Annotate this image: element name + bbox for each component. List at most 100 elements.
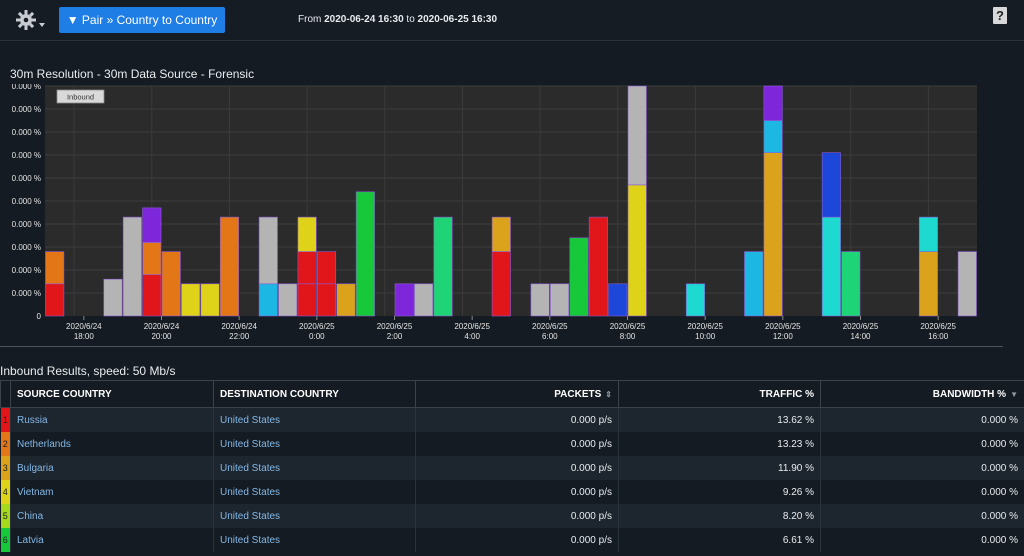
source-country-cell: Netherlands: [10, 432, 214, 456]
bar-segment[interactable]: [219, 216, 239, 317]
traffic-header[interactable]: TRAFFIC %: [618, 380, 821, 408]
bar-segment[interactable]: [763, 85, 783, 121]
packets-cell: 0.000 p/s: [415, 432, 619, 456]
bar-segment[interactable]: [297, 283, 317, 317]
table-row[interactable]: 5 China United States 0.000 p/s 8.20 % 0.000 …: [0, 504, 1024, 528]
gear-icon[interactable]: [14, 9, 46, 31]
bar-segment[interactable]: [336, 283, 356, 317]
bandwidth-cell: 0.000 %: [820, 456, 1024, 480]
bar-segment[interactable]: [142, 242, 162, 275]
bar-segment[interactable]: [763, 152, 783, 317]
destination-country-cell: United States: [213, 504, 416, 528]
bar-segment[interactable]: [317, 251, 337, 285]
x-tick-time: 12:00: [773, 332, 794, 341]
pair-dropdown-button[interactable]: ▼ Pair » Country to Country: [59, 7, 225, 33]
y-tick-label: 0.000 %: [12, 128, 41, 137]
bar-segment[interactable]: [297, 216, 317, 252]
table-row[interactable]: 3 Bulgaria United States 0.000 p/s 11.90 % 0.…: [0, 456, 1024, 480]
source-country-link[interactable]: Bulgaria: [17, 462, 54, 474]
bar-segment[interactable]: [433, 216, 453, 317]
bar-segment[interactable]: [394, 283, 414, 317]
bar-segment[interactable]: [103, 278, 123, 317]
bar-segment[interactable]: [122, 216, 142, 317]
table-row[interactable]: 4 Vietnam United States 0.000 p/s 9.26 % 0.00…: [0, 480, 1024, 504]
bar-segment[interactable]: [588, 216, 608, 317]
bandwidth-header[interactable]: BANDWIDTH % ▼: [820, 380, 1024, 408]
bar-segment[interactable]: [763, 120, 783, 154]
bar-segment[interactable]: [297, 251, 317, 285]
traffic-cell: 13.62 %: [618, 407, 821, 432]
traffic-chart: 0 0.000 % 0.000 % 0.000 % 0.000 % 0.000 % 0.00…: [12, 84, 977, 341]
legend[interactable]: Inbound: [56, 89, 105, 104]
rank-swatch: 6: [0, 528, 11, 552]
table-row[interactable]: 1 Russia United States 0.000 p/s 13.62 % 0.00…: [0, 407, 1024, 432]
bar-segment[interactable]: [491, 251, 511, 317]
table-row[interactable]: 6 Latvia United States 0.000 p/s 6.61 % 0.000…: [0, 528, 1024, 552]
source-country-link[interactable]: Netherlands: [17, 438, 71, 450]
bar-segment[interactable]: [45, 251, 65, 285]
x-tick-date: 2020/6/25: [299, 322, 335, 331]
bar-segment[interactable]: [821, 152, 841, 218]
x-tick-date: 2020/6/25: [765, 322, 801, 331]
destination-country-link[interactable]: United States: [220, 462, 281, 474]
bar-segment[interactable]: [627, 85, 647, 186]
bar-segment[interactable]: [258, 283, 278, 317]
grid: [45, 85, 977, 316]
x-tick-date: 2020/6/25: [532, 322, 568, 331]
x-tick-time: 2:00: [387, 332, 403, 341]
bar-segment[interactable]: [569, 237, 589, 317]
x-tick-time: 8:00: [620, 332, 636, 341]
destination-country-link[interactable]: United States: [220, 438, 281, 450]
bar-segment[interactable]: [821, 216, 841, 317]
table-row[interactable]: 2 Netherlands United States 0.000 p/s 13.23 …: [0, 432, 1024, 456]
bar-segment[interactable]: [918, 251, 938, 317]
sort-both-icon: ⇕: [605, 389, 612, 399]
bar-segment[interactable]: [530, 283, 550, 317]
bar-segment[interactable]: [550, 283, 570, 317]
bar-segment[interactable]: [317, 283, 337, 317]
destination-country-link[interactable]: United States: [220, 486, 281, 498]
packets-header[interactable]: PACKETS ⇕: [415, 380, 619, 408]
bar-segment[interactable]: [142, 207, 162, 243]
bar-segment[interactable]: [200, 283, 220, 317]
bar-segment[interactable]: [918, 216, 938, 252]
bar-segment[interactable]: [491, 216, 511, 252]
bar-segment[interactable]: [957, 251, 977, 317]
x-tick-date: 2020/6/25: [454, 322, 490, 331]
bar-segment[interactable]: [627, 184, 647, 317]
destination-country-link[interactable]: United States: [220, 534, 281, 546]
destination-country-link[interactable]: United States: [220, 510, 281, 522]
help-icon[interactable]: ?: [993, 7, 1007, 24]
x-tick-time: 4:00: [464, 332, 480, 341]
bar-segment[interactable]: [841, 251, 861, 317]
x-tick-time: 10:00: [695, 332, 716, 341]
x-tick-date: 2020/6/25: [920, 322, 956, 331]
bar-segment[interactable]: [278, 283, 298, 317]
bar-segment[interactable]: [608, 283, 628, 317]
bar-segment[interactable]: [258, 216, 278, 285]
y-tick-label: 0: [37, 312, 42, 321]
packets-cell: 0.000 p/s: [415, 456, 619, 480]
source-country-link[interactable]: China: [17, 510, 44, 522]
source-country-cell: Vietnam: [10, 480, 214, 504]
bar-segment[interactable]: [355, 191, 375, 317]
destination-country-header[interactable]: DESTINATION COUNTRY: [213, 380, 416, 408]
packets-cell: 0.000 p/s: [415, 480, 619, 504]
source-country-header[interactable]: SOURCE COUNTRY: [10, 380, 214, 408]
source-country-link[interactable]: Vietnam: [17, 486, 54, 498]
bar-segment[interactable]: [161, 251, 181, 317]
source-country-link[interactable]: Latvia: [17, 534, 44, 546]
legend-inbound: Inbound: [67, 93, 94, 102]
bar-segment[interactable]: [181, 283, 201, 317]
source-country-link[interactable]: Russia: [17, 414, 48, 426]
bar-segment[interactable]: [685, 283, 705, 317]
bar-segment[interactable]: [142, 274, 162, 317]
bar-segment[interactable]: [45, 283, 65, 317]
destination-country-link[interactable]: United States: [220, 414, 281, 426]
bar-segment[interactable]: [744, 251, 764, 317]
results-table: SOURCE COUNTRY DESTINATION COUNTRY PACKE…: [0, 380, 1024, 552]
bar-segment[interactable]: [414, 283, 434, 317]
source-country-cell: Latvia: [10, 528, 214, 552]
x-tick-date: 2020/6/24: [221, 322, 257, 331]
y-tick-label: 0.000 %: [12, 105, 41, 114]
